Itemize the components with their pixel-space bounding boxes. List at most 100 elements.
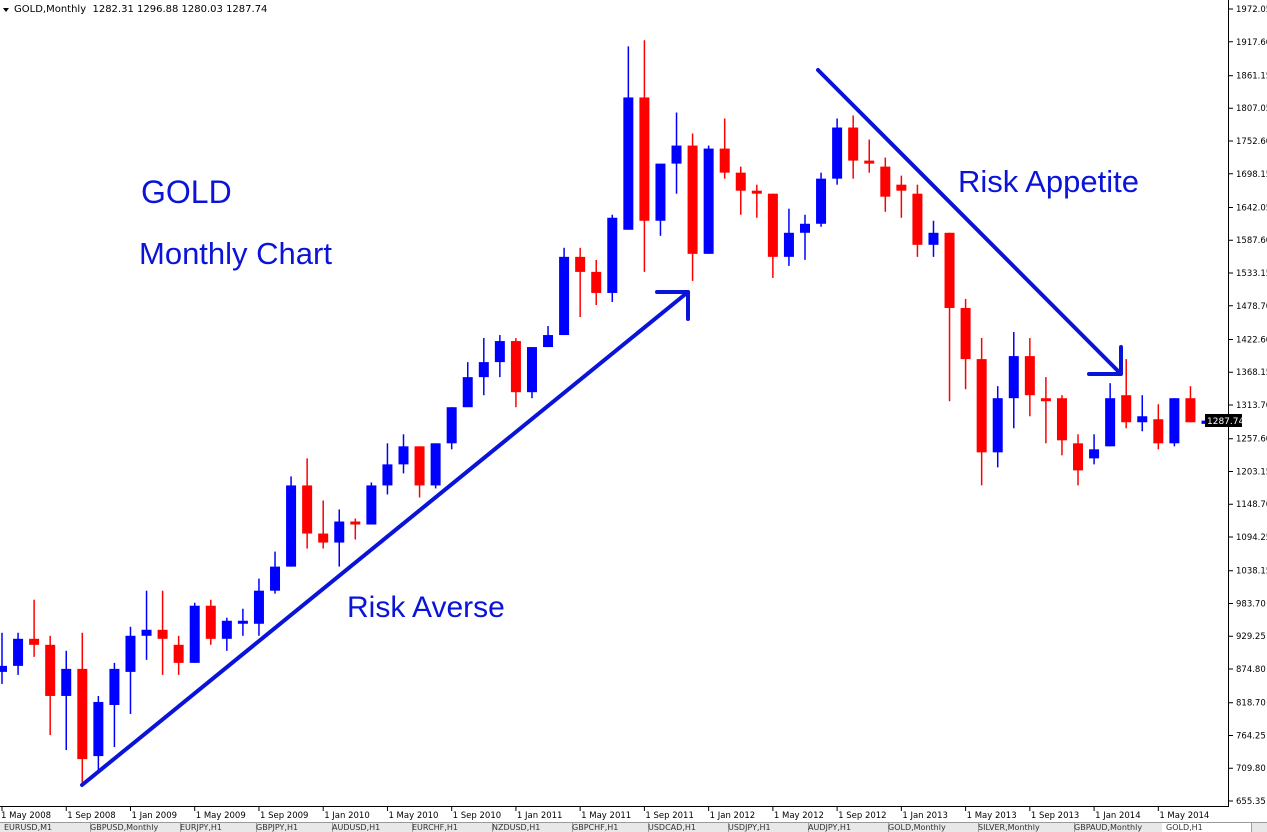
time-tick-label: 1 Jan 2012 <box>710 811 756 821</box>
chart-tab[interactable]: GBPJPY,H1 <box>252 823 333 832</box>
time-tick-label: 1 Jan 2011 <box>517 811 563 821</box>
candle <box>398 434 409 474</box>
chart-tab[interactable]: EURUSD,M1 <box>0 823 91 832</box>
candle-body <box>719 148 730 173</box>
chart-tab[interactable]: AUDUSD,H1 <box>328 823 413 832</box>
candle <box>639 40 650 272</box>
candle-body <box>928 232 939 245</box>
chart-tab[interactable]: GBPUSD,Monthly <box>86 823 181 832</box>
chart-tab[interactable]: SILVER,Monthly <box>974 823 1075 832</box>
candle <box>896 175 907 218</box>
chart-tab[interactable]: EURCHF,H1 <box>408 823 493 832</box>
candle <box>237 608 248 636</box>
price-tick-label: 1094.25 <box>1236 533 1267 543</box>
candle <box>543 326 554 348</box>
candle-body <box>157 629 168 639</box>
candle-body <box>575 256 586 272</box>
candle <box>1169 398 1180 447</box>
candle-body <box>1185 398 1196 423</box>
time-tick-label: 1 Sep 2009 <box>260 811 308 821</box>
candle <box>864 139 875 173</box>
candle <box>1008 332 1019 429</box>
candle <box>1040 377 1051 444</box>
price-tick-label: 1257.60 <box>1236 435 1267 445</box>
time-tick-label: 1 May 2014 <box>1159 811 1209 821</box>
chart-tab[interactable]: GBPCHF,H1 <box>568 823 649 832</box>
chart-tab[interactable]: AUDJPY,H1 <box>804 823 889 832</box>
chart-tab[interactable]: NZDUSD,H1 <box>488 823 573 832</box>
candle <box>960 298 971 390</box>
risk-averse-arrow-line <box>80 290 690 787</box>
symbol-timeframe: GOLD,Monthly <box>14 4 87 15</box>
candle <box>0 632 7 684</box>
candle-body <box>446 407 457 444</box>
candle <box>13 632 24 675</box>
price-tick-label: 1752.60 <box>1236 137 1267 147</box>
candle-body <box>93 701 104 757</box>
candle <box>848 115 859 179</box>
candle <box>286 476 297 567</box>
price-tick-label: 818.70 <box>1236 699 1266 709</box>
candle-body <box>237 620 248 624</box>
candle-body <box>559 256 570 336</box>
candle-body <box>1105 398 1116 447</box>
candle-body <box>1169 398 1180 444</box>
candle <box>221 617 232 651</box>
candle <box>751 184 762 218</box>
candle <box>816 172 827 227</box>
candle <box>687 133 698 281</box>
candle <box>671 112 682 194</box>
candle-body <box>671 145 682 164</box>
chart-tab[interactable]: GOLD,Monthly <box>884 823 979 832</box>
candle <box>1153 404 1164 450</box>
candle-body <box>800 223 810 233</box>
candle-body <box>864 160 875 164</box>
candle <box>61 650 72 751</box>
chart-tab[interactable]: USDCAD,H1 <box>644 823 729 832</box>
price-tick-label: 1038.15 <box>1236 567 1267 577</box>
candle <box>430 443 441 489</box>
time-tick-label: 1 Jan 2009 <box>131 811 177 821</box>
candle <box>1137 395 1148 432</box>
candle <box>719 118 730 179</box>
price-tick-label: 1203.15 <box>1236 467 1267 477</box>
candle <box>1024 338 1035 417</box>
price-tick-label: 709.80 <box>1236 764 1266 774</box>
price-tick-label: 1533.15 <box>1236 269 1267 279</box>
candle <box>526 347 537 399</box>
annotation-title: GOLD <box>141 174 232 210</box>
price-tick-label: 1807.05 <box>1236 104 1267 114</box>
candle <box>559 247 570 336</box>
chart-tab[interactable]: GOLD,H1 <box>1162 823 1252 832</box>
chart-tab[interactable]: USDJPY,H1 <box>724 823 809 832</box>
candle <box>992 386 1003 468</box>
price-tick-label: 1861.15 <box>1236 72 1267 82</box>
current-price-label-bg <box>1205 414 1242 427</box>
price-tick-label: 1422.60 <box>1236 335 1267 345</box>
candle-body <box>1073 443 1084 471</box>
candle-body <box>687 145 698 254</box>
candle-body <box>494 341 505 363</box>
candle-body <box>896 184 907 191</box>
candle <box>350 518 361 540</box>
price-tick-label: 1698.15 <box>1236 170 1267 180</box>
candle-body <box>302 485 313 534</box>
candle-body <box>286 485 297 567</box>
candle <box>510 338 521 408</box>
candle-body <box>832 127 843 179</box>
candle-body <box>318 533 329 543</box>
candle <box>93 695 104 772</box>
candle-body <box>976 359 987 453</box>
candle-body <box>1137 416 1148 423</box>
candle-body <box>703 148 714 254</box>
candle-body <box>270 566 281 591</box>
candle-body <box>783 232 794 257</box>
candle <box>623 46 634 230</box>
candle-body <box>767 193 778 257</box>
chart-tab[interactable]: EURJPY,H1 <box>176 823 257 832</box>
candle <box>880 157 891 212</box>
candle <box>125 626 136 714</box>
candle-body <box>189 605 200 663</box>
time-tick-label: 1 May 2010 <box>388 811 438 821</box>
header-dropdown-icon[interactable] <box>3 8 9 12</box>
